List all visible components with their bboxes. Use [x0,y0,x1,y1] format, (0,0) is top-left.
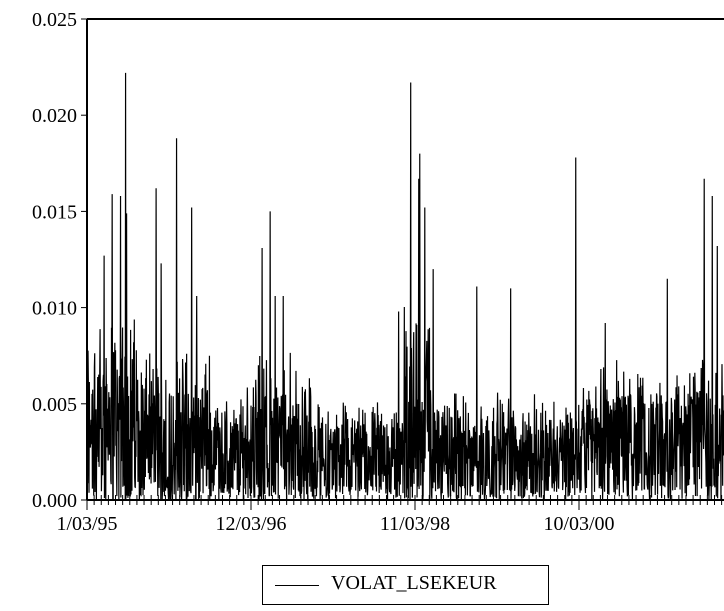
y-tick-label: 0.005 [32,394,77,416]
x-axis-ticks: 1/03/95 12/03/96 11/03/98 10/03/00 [56,495,723,535]
x-tick-label: 11/03/98 [380,513,450,535]
y-tick-label: 0.000 [32,490,77,512]
series-line-volat-lsekeur [86,72,724,501]
y-tick-label: 0.025 [32,9,77,31]
legend: VOLAT_LSEKEUR [262,565,549,605]
x-tick-label: 10/03/00 [543,513,614,535]
y-tick-label: 0.015 [32,201,77,223]
y-tick-label: 0.020 [32,105,77,127]
legend-label: VOLAT_LSEKEUR [331,572,497,594]
legend-line-swatch [275,585,319,586]
y-tick-label: 0.010 [32,298,77,320]
x-tick-label: 12/03/96 [215,513,286,535]
x-tick-label: 1/03/95 [56,513,117,535]
y-axis-ticks: 0.000 0.005 0.010 0.015 0.020 0.025 [32,9,87,512]
